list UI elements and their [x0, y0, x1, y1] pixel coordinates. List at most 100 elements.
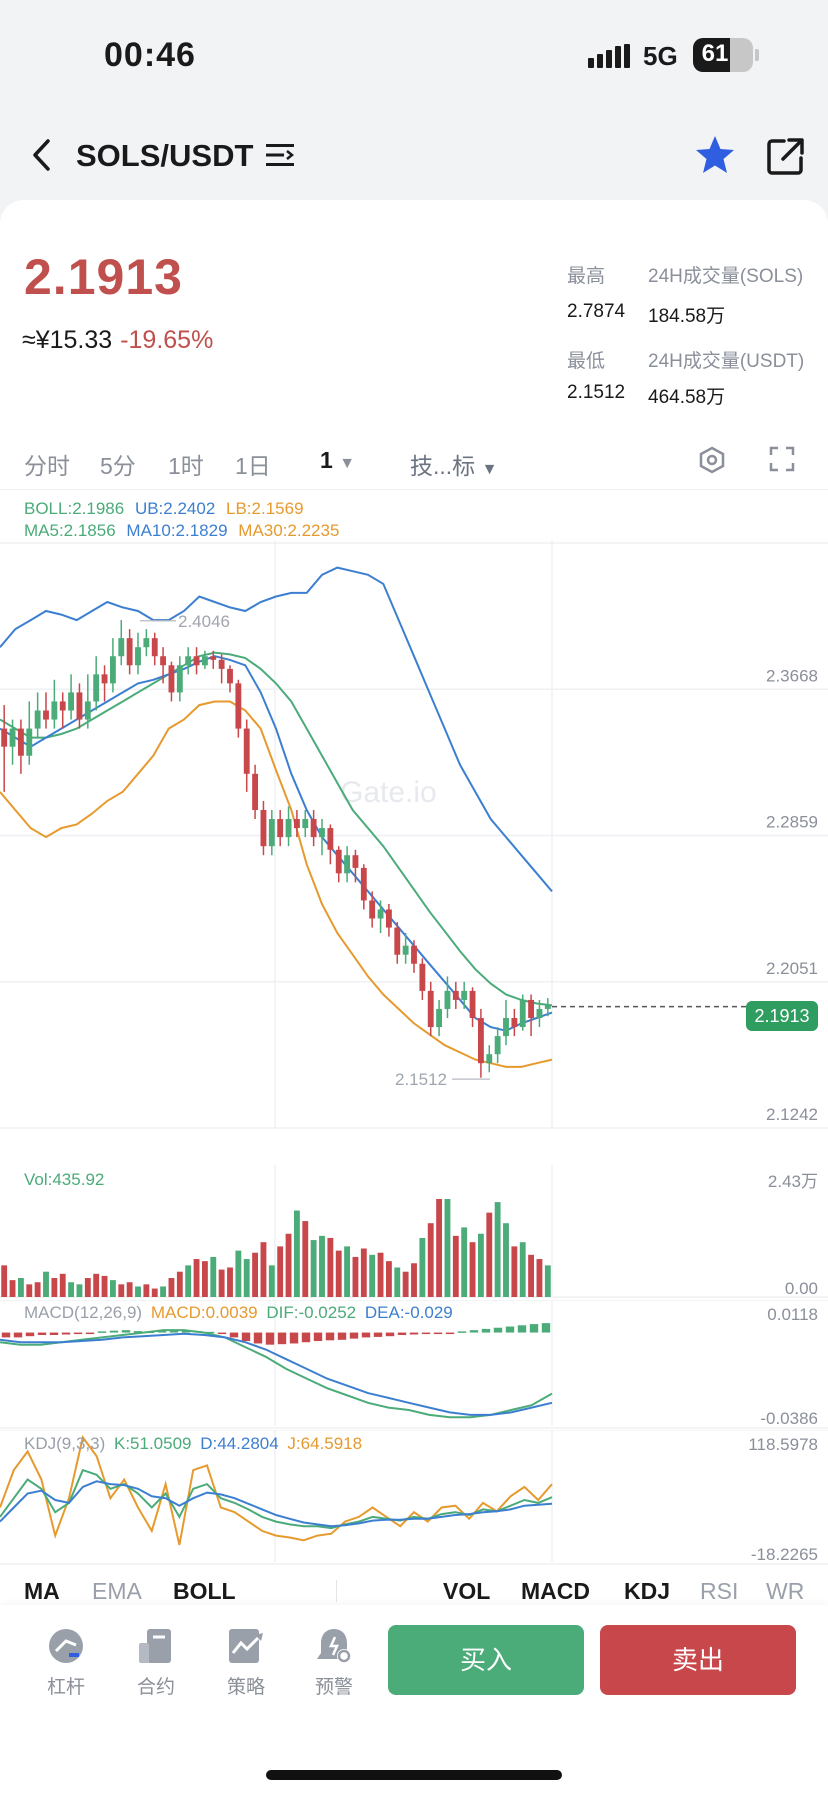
y-tick-label: 0.00 [785, 1279, 818, 1298]
candle [168, 665, 175, 693]
macd-bar [265, 1332, 275, 1345]
candle [335, 849, 342, 874]
volume-bar [34, 1282, 41, 1297]
vol-sols-value: 184.58万 [648, 306, 726, 327]
kdj-legend: KDJ(9,3,3) K:51.0509 D:44.2804 J:64.5918 [24, 1434, 362, 1454]
macd-bar [481, 1328, 491, 1333]
tabs-divider [0, 489, 828, 490]
settings-hexagon-icon[interactable] [698, 446, 726, 474]
candlestick-chart[interactable]: 2.44762.36682.28592.20512.1242Gate.io23:… [0, 540, 828, 1140]
favorite-star-icon[interactable] [694, 134, 736, 176]
share-icon[interactable] [766, 136, 806, 176]
buy-button[interactable]: 买入 [388, 1625, 584, 1695]
network-label: 5G [643, 41, 678, 71]
tab-1min[interactable]: 1 ▼ [320, 447, 355, 474]
volume-bar [544, 1265, 551, 1297]
battery-percent: 61 [701, 40, 729, 67]
strategy-icon [229, 1629, 263, 1663]
sell-button[interactable]: 卖出 [600, 1625, 796, 1695]
vol-usdt-value: 464.58万 [648, 387, 726, 408]
tab-1h[interactable]: 1时 [168, 453, 204, 479]
candle [477, 1018, 484, 1064]
indicator-boll[interactable]: BOLL [173, 1578, 236, 1604]
indicator-kdj[interactable]: KDJ [624, 1578, 671, 1604]
candle [210, 656, 217, 660]
candle [544, 1005, 551, 1009]
indicator-ema[interactable]: EMA [92, 1578, 142, 1604]
j-value: J:64.5918 [287, 1434, 363, 1453]
kdj-chart[interactable]: 118.5978 -18.2265 [0, 1430, 828, 1565]
volume-bar [59, 1273, 66, 1297]
fullscreen-icon[interactable] [769, 446, 795, 472]
indicator-ma[interactable]: MA [24, 1578, 60, 1604]
candle [101, 674, 108, 684]
tab-5min[interactable]: 5分 [100, 453, 136, 479]
volume-bar [461, 1227, 468, 1297]
high-value: 2.7874 [567, 301, 626, 322]
volume-bar [160, 1286, 167, 1297]
candle [193, 656, 200, 666]
volume-chart[interactable]: 2.43万 0.00 [0, 1165, 828, 1300]
candle [243, 728, 250, 774]
nav-strategy[interactable]: 策略 [206, 1625, 286, 1699]
candle [151, 638, 158, 657]
macd-bar [313, 1332, 323, 1342]
volume-bar [477, 1233, 484, 1297]
y-tick-label: 2.2051 [766, 959, 818, 978]
boll-value: BOLL:2.1986 [24, 499, 125, 518]
j-line [0, 1435, 553, 1546]
macd-bar [469, 1330, 479, 1333]
candle [17, 728, 24, 756]
back-icon[interactable] [30, 138, 52, 172]
macd-bar [229, 1332, 239, 1338]
volume-bar [344, 1246, 351, 1297]
ma10-value: MA10:2.1829 [126, 521, 228, 540]
y-tick-label: 2.3668 [766, 666, 818, 685]
volume-bar [293, 1210, 300, 1297]
tab-timeshare[interactable]: 分时 [24, 453, 70, 479]
volume-bar [360, 1248, 367, 1297]
vol-legend: Vol:435.92 [24, 1170, 105, 1189]
home-indicator [266, 1770, 562, 1780]
candle [536, 1008, 543, 1019]
macd-chart[interactable]: 0.0118 -0.0386 [0, 1300, 828, 1430]
pair-title[interactable]: SOLS/USDT [76, 138, 254, 173]
indicator-rsi[interactable]: RSI [700, 1578, 739, 1604]
volume-bar [411, 1263, 417, 1297]
pair-menu-icon[interactable] [266, 143, 294, 167]
volume-bar [528, 1254, 535, 1297]
macd-bar [61, 1332, 71, 1335]
macd-bar [541, 1323, 551, 1333]
candle [260, 809, 267, 847]
indicator-macd[interactable]: MACD [521, 1578, 590, 1604]
macd-bar [385, 1332, 395, 1337]
candle [302, 819, 309, 829]
tab-indicators[interactable]: 技...标 ▼ [410, 447, 497, 481]
macd-bar [157, 1330, 167, 1333]
indicator-wr[interactable]: WR [766, 1578, 805, 1604]
macd-bar [421, 1332, 431, 1335]
volume-bar [135, 1286, 141, 1297]
candle [285, 819, 292, 838]
volume-bar [109, 1280, 116, 1297]
candle [227, 668, 233, 684]
candle [427, 990, 434, 1028]
candle [385, 909, 392, 928]
d-value: D:44.2804 [200, 1434, 279, 1453]
candle [469, 990, 476, 1019]
volume-bar [143, 1284, 150, 1297]
nav-contract[interactable]: 合约 [116, 1625, 196, 1699]
macd-bar [13, 1332, 23, 1338]
nav-alert[interactable]: 预警 [294, 1625, 374, 1699]
y-tick-label: -18.2265 [751, 1545, 818, 1564]
battery-icon: 61 [693, 38, 753, 72]
volume-bar [43, 1271, 49, 1297]
indicator-vol[interactable]: VOL [443, 1578, 491, 1604]
volume-bar [84, 1278, 91, 1297]
candle [118, 638, 125, 657]
candle [9, 728, 16, 747]
volume-bar [9, 1280, 16, 1297]
tab-1d[interactable]: 1日 [235, 453, 271, 479]
nav-leverage[interactable]: 杠杆 [26, 1625, 106, 1699]
volume-bar [17, 1278, 24, 1297]
